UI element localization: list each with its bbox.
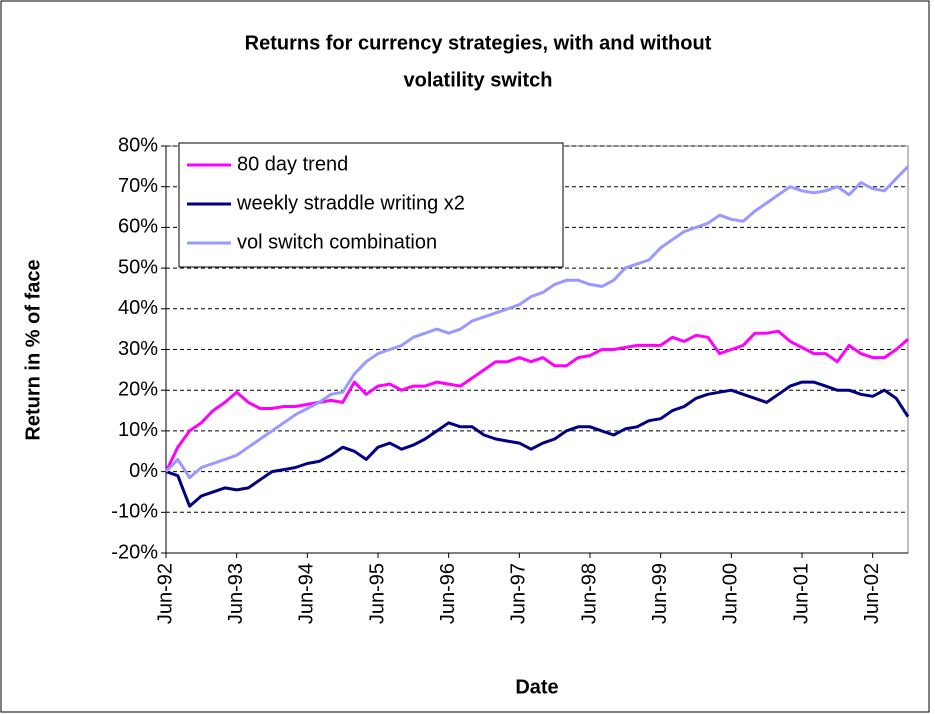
- y-tick-label: 20%: [118, 378, 158, 400]
- x-tick-label: Jun-00: [720, 563, 742, 624]
- y-tick-label: 0%: [129, 460, 158, 482]
- y-tick-label: -10%: [111, 501, 158, 523]
- series-line: [164, 329, 909, 473]
- legend: [178, 142, 564, 268]
- x-tick-label: Jun-94: [296, 563, 318, 624]
- legend-label: weekly straddle writing x2: [236, 192, 465, 214]
- x-axis-label: Date: [515, 676, 558, 698]
- x-tick-label: Jun-96: [437, 563, 459, 624]
- y-tick-label: 70%: [118, 175, 158, 197]
- y-tick-label: 60%: [118, 216, 158, 238]
- chart-title: Returns for currency strategies, with an…: [245, 32, 712, 54]
- series-line: [165, 380, 910, 508]
- series-line: [164, 165, 910, 480]
- y-tick-label: 40%: [118, 297, 158, 319]
- x-tick-label: Jun-02: [861, 563, 883, 624]
- legend-label: 80 day trend: [237, 153, 348, 175]
- x-tick-label: Jun-97: [508, 563, 530, 624]
- chart-title: volatility switch: [404, 69, 553, 91]
- x-tick-label: Jun-92: [154, 563, 176, 624]
- legend-label: vol switch combination: [237, 231, 437, 253]
- y-axis-label: Return in % of face: [22, 259, 44, 440]
- y-tick-label: 30%: [118, 338, 158, 360]
- y-tick-label: -20%: [111, 541, 158, 563]
- y-tick-label: 80%: [118, 134, 158, 156]
- x-tick-label: Jun-99: [649, 563, 671, 624]
- x-tick-label: Jun-01: [790, 563, 812, 624]
- y-tick-label: 10%: [118, 419, 158, 441]
- x-tick-label: Jun-95: [366, 563, 388, 624]
- y-tick-label: 50%: [118, 256, 158, 278]
- x-tick-label: Jun-93: [225, 563, 247, 624]
- x-tick-label: Jun-98: [578, 563, 600, 624]
